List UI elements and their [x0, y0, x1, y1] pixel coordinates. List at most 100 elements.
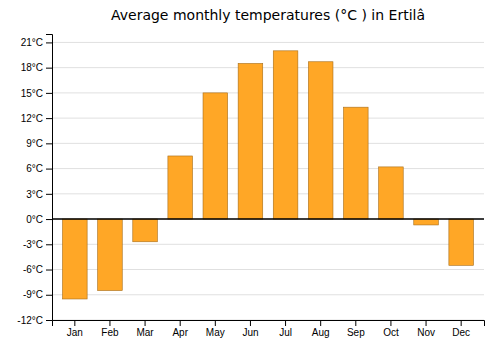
- tick: 9°C: [26, 138, 52, 149]
- tick: 3°C: [26, 189, 52, 200]
- tick-label: Nov: [417, 327, 435, 338]
- tick-label: 18°C: [21, 62, 43, 73]
- title: Average monthly temperatures (°C ) in Er…: [111, 7, 425, 23]
- grid-line: [52, 92, 484, 93]
- tick-mark: [46, 143, 52, 144]
- tick-mark: [46, 244, 52, 245]
- bar: [449, 219, 474, 265]
- tick: -3°C: [23, 239, 52, 250]
- grid-line: [52, 168, 484, 169]
- tick-label: Jun: [242, 327, 258, 338]
- tick: Jun: [242, 320, 258, 338]
- tick: Oct: [383, 320, 399, 338]
- tick-mark: [215, 320, 216, 326]
- tick-mark: [74, 320, 75, 326]
- tick: 18°C: [21, 62, 52, 73]
- grid-line: [52, 294, 484, 295]
- bar: [379, 167, 404, 219]
- tick-label: 12°C: [21, 113, 43, 124]
- bar: [414, 219, 439, 225]
- tick-mark: [46, 118, 52, 119]
- tick-mark: [250, 320, 251, 326]
- tick-label: Dec: [452, 327, 470, 338]
- axis-line: [53, 321, 485, 327]
- tick-label: -12°C: [17, 315, 43, 326]
- tick-label: Aug: [312, 327, 330, 338]
- tick-mark: [46, 295, 52, 296]
- tick-mark: [46, 68, 52, 69]
- tick-mark: [145, 320, 146, 326]
- grid-line: [52, 193, 484, 194]
- bar: [98, 219, 123, 291]
- tick-label: Jul: [279, 327, 292, 338]
- x-axis: Jan Feb Mar Apr May Jun Jul Aug Sep Oct Nov Dec: [53, 320, 485, 338]
- tick-label: Sep: [347, 327, 365, 338]
- tick-mark: [320, 320, 321, 326]
- plot: -12°C -9°C -6°C -3°C 0°C 3°C 6°C 9°C 12°C 15°C 18°…: [17, 35, 484, 339]
- tick: -12°C: [17, 315, 52, 326]
- grid-line: [52, 67, 484, 68]
- tick: 6°C: [26, 163, 52, 174]
- chart: -12°C -9°C -6°C -3°C 0°C 3°C 6°C 9°C 12°C 15°C 18°…: [0, 0, 500, 350]
- tick-label: Apr: [172, 327, 188, 338]
- tick-label: 9°C: [26, 138, 43, 149]
- tick: Mar: [136, 320, 154, 338]
- tick: Jan: [67, 320, 83, 338]
- tick: Aug: [312, 320, 330, 338]
- tick: Dec: [452, 320, 470, 338]
- tick: May: [206, 320, 225, 338]
- grid-line: [52, 143, 484, 144]
- tick-label: Oct: [383, 327, 399, 338]
- tick: Nov: [417, 320, 435, 338]
- tick-mark: [355, 320, 356, 326]
- tick-label: Feb: [101, 327, 119, 338]
- tick-mark: [46, 219, 52, 220]
- tick-mark: [46, 169, 52, 170]
- tick: -9°C: [23, 289, 52, 300]
- tick: 12°C: [21, 113, 52, 124]
- bar: [203, 93, 228, 219]
- bar: [238, 63, 263, 219]
- axis-line: [46, 35, 53, 321]
- tick: Jul: [279, 320, 292, 338]
- tick-label: -6°C: [23, 264, 43, 275]
- tick-label: 0°C: [26, 214, 43, 225]
- tick-label: -3°C: [23, 239, 43, 250]
- tick-mark: [180, 320, 181, 326]
- tick-mark: [46, 270, 52, 271]
- tick-label: 21°C: [21, 37, 43, 48]
- grid-line: [52, 219, 484, 220]
- tick-mark: [46, 320, 52, 321]
- tick-mark: [46, 42, 52, 43]
- tick-mark: [461, 320, 462, 326]
- bar: [273, 51, 298, 219]
- y-axis: -12°C -9°C -6°C -3°C 0°C 3°C 6°C 9°C 12°C 15°C 18°…: [17, 35, 52, 326]
- tick: Apr: [172, 320, 188, 338]
- tick-mark: [285, 320, 286, 326]
- bar: [168, 156, 193, 219]
- tick-label: Jan: [67, 327, 83, 338]
- tick: 21°C: [21, 37, 52, 48]
- tick-mark: [46, 194, 52, 195]
- tick-label: Mar: [136, 327, 154, 338]
- tick-mark: [426, 320, 427, 326]
- tick-label: 6°C: [26, 163, 43, 174]
- tick: Sep: [347, 320, 365, 338]
- bar: [344, 107, 369, 219]
- tick-mark: [46, 93, 52, 94]
- tick: 15°C: [21, 88, 52, 99]
- tick: -6°C: [23, 264, 52, 275]
- zero-line: [52, 218, 484, 220]
- tick-label: May: [206, 327, 225, 338]
- tick: Feb: [101, 320, 119, 338]
- tick: 0°C: [26, 214, 52, 225]
- grid: [52, 42, 484, 320]
- tick-label: 15°C: [21, 88, 43, 99]
- grid-line: [52, 118, 484, 119]
- bar: [63, 219, 88, 299]
- bars: [52, 51, 484, 299]
- tick-mark: [109, 320, 110, 326]
- tick-label: 3°C: [26, 189, 43, 200]
- tick-label: -9°C: [23, 289, 43, 300]
- grid-line: [52, 42, 484, 43]
